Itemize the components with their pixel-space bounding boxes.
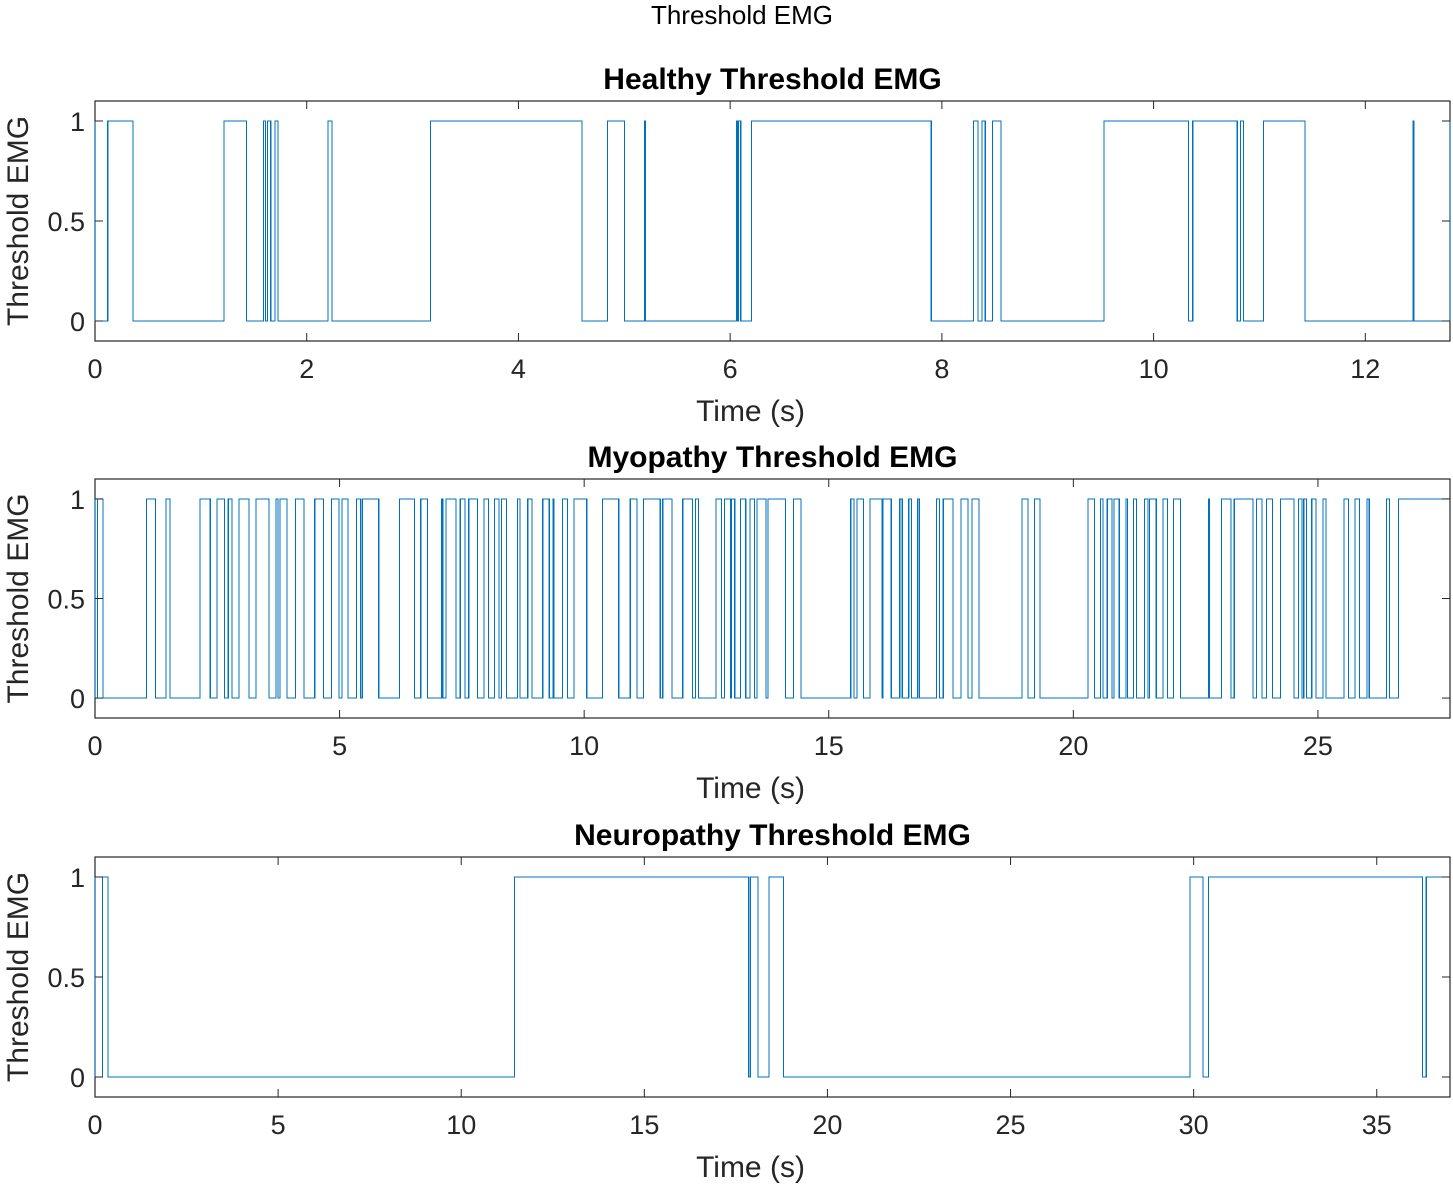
x-tick-label: 10 [446, 1110, 476, 1140]
y-axis-label: Threshold EMG [2, 493, 35, 703]
x-tick-label: 10 [1139, 354, 1169, 384]
x-tick-label: 5 [332, 731, 347, 761]
series-line [94, 876, 1450, 1078]
y-tick-label: 0 [70, 684, 85, 714]
y-tick-label: 0 [70, 1063, 85, 1093]
figure-title: Threshold EMG [651, 0, 833, 30]
axes-frame [94, 478, 1451, 719]
subplot-title: Neuropathy Threshold EMG [574, 819, 971, 852]
subplot-3: Neuropathy Threshold EMG 0 5 10 15 20 25 30 35 0 0… [2, 819, 1451, 1184]
x-tick-label: 35 [1362, 1110, 1392, 1140]
series-line [94, 120, 1451, 322]
y-tick-label: 0.5 [47, 585, 85, 615]
x-tick-label: 10 [569, 731, 599, 761]
subplot-1: Healthy Threshold EMG 0 2 4 6 8 10 12 0 0.5 1 Time … [2, 63, 1451, 428]
x-tick-label: 0 [87, 354, 102, 384]
y-tick-label: 0.5 [47, 207, 85, 237]
y-tick-label: 0 [70, 307, 85, 337]
y-tick-label: 1 [70, 863, 85, 893]
x-tick-label: 20 [812, 1110, 842, 1140]
series-line [94, 498, 1450, 699]
x-tick-label: 6 [723, 354, 738, 384]
x-tick-label: 0 [87, 1110, 102, 1140]
x-tick-label: 15 [814, 731, 844, 761]
x-tick-label: 25 [996, 1110, 1026, 1140]
x-tick-label: 20 [1058, 731, 1088, 761]
x-tick-label: 4 [511, 354, 526, 384]
x-tick-label: 2 [299, 354, 314, 384]
x-tick-label: 30 [1179, 1110, 1209, 1140]
y-tick-label: 1 [70, 485, 85, 515]
y-tick-label: 1 [70, 107, 85, 137]
subplot-2: Myopathy Threshold EMG 0 5 10 15 20 25 0 0.5 1 Tim… [2, 441, 1451, 805]
subplot-title: Myopathy Threshold EMG [587, 441, 957, 474]
x-axis-label: Time (s) [696, 1151, 805, 1184]
y-tick-label: 0.5 [47, 963, 85, 993]
x-tick-label: 12 [1350, 354, 1380, 384]
x-tick-label: 15 [629, 1110, 659, 1140]
x-tick-label: 5 [271, 1110, 286, 1140]
y-axis-label: Threshold EMG [2, 116, 35, 326]
subplot-title: Healthy Threshold EMG [603, 63, 941, 96]
x-axis-label: Time (s) [696, 395, 805, 428]
x-tick-label: 25 [1303, 731, 1333, 761]
x-tick-label: 0 [87, 731, 102, 761]
x-axis-label: Time (s) [696, 772, 805, 805]
axes-frame [94, 856, 1451, 1098]
axes-frame [94, 100, 1451, 342]
x-tick-label: 8 [934, 354, 949, 384]
y-axis-label: Threshold EMG [2, 872, 35, 1082]
